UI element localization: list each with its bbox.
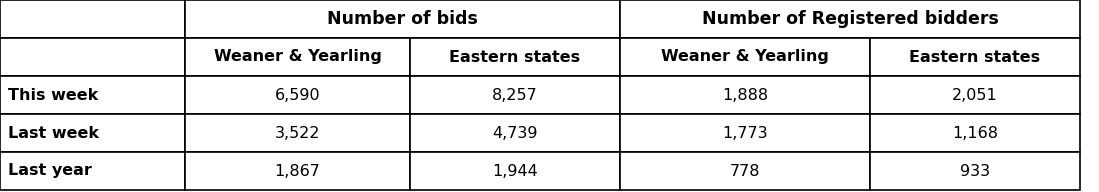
Text: Weaner & Yearling: Weaner & Yearling <box>213 50 381 65</box>
Text: Eastern states: Eastern states <box>910 50 1041 65</box>
Text: 3,522: 3,522 <box>275 126 320 141</box>
Text: Last week: Last week <box>8 126 99 141</box>
Bar <box>0 38 185 76</box>
Bar <box>185 38 410 76</box>
Text: 2,051: 2,051 <box>952 88 998 103</box>
Bar <box>0 114 185 152</box>
Bar <box>870 152 1080 190</box>
Text: Last year: Last year <box>8 164 92 179</box>
Text: 1,944: 1,944 <box>492 164 537 179</box>
Bar <box>620 0 1080 38</box>
Bar <box>870 76 1080 114</box>
Text: 1,168: 1,168 <box>952 126 998 141</box>
Bar <box>620 38 870 76</box>
Bar <box>620 76 870 114</box>
Bar <box>185 76 410 114</box>
Bar <box>185 0 620 38</box>
Text: Number of bids: Number of bids <box>328 10 478 28</box>
Text: 933: 933 <box>959 164 990 179</box>
Text: 8,257: 8,257 <box>492 88 537 103</box>
Bar <box>410 152 620 190</box>
Text: Weaner & Yearling: Weaner & Yearling <box>662 50 829 65</box>
Text: This week: This week <box>8 88 98 103</box>
Bar <box>620 152 870 190</box>
Text: 4,739: 4,739 <box>492 126 537 141</box>
Text: 6,590: 6,590 <box>275 88 320 103</box>
Bar <box>410 76 620 114</box>
Text: Eastern states: Eastern states <box>449 50 580 65</box>
Bar <box>870 114 1080 152</box>
Bar <box>410 114 620 152</box>
Text: 1,888: 1,888 <box>722 88 768 103</box>
Bar <box>0 76 185 114</box>
Bar <box>410 38 620 76</box>
Bar <box>185 152 410 190</box>
Text: 778: 778 <box>730 164 761 179</box>
Bar <box>0 0 185 38</box>
Text: 1,773: 1,773 <box>722 126 768 141</box>
Bar <box>0 152 185 190</box>
Bar <box>620 114 870 152</box>
Bar <box>185 114 410 152</box>
Bar <box>870 38 1080 76</box>
Text: Number of Registered bidders: Number of Registered bidders <box>701 10 998 28</box>
Text: 1,867: 1,867 <box>275 164 321 179</box>
